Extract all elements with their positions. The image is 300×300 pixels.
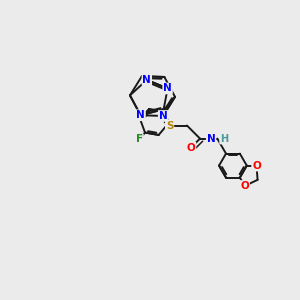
Text: S: S [166, 121, 173, 130]
Text: H: H [220, 134, 228, 144]
Text: N: N [163, 83, 172, 93]
Text: O: O [187, 142, 195, 153]
Text: N: N [207, 134, 215, 144]
Text: N: N [136, 110, 145, 120]
Text: O: O [240, 181, 249, 191]
Text: N: N [142, 75, 151, 85]
Text: N: N [159, 111, 167, 121]
Text: F: F [136, 134, 143, 144]
Text: O: O [252, 160, 261, 171]
